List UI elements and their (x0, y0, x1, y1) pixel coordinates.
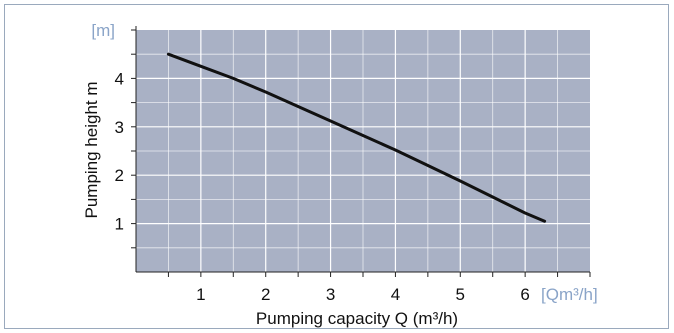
x-unit-label: [Qm³/h] (541, 285, 598, 304)
y-tick-label: 2 (115, 166, 124, 185)
y-axis-title: Pumping height m (82, 81, 101, 218)
x-tick-label: 2 (261, 285, 270, 304)
y-tick-label: 4 (115, 69, 124, 88)
y-tick-label: 1 (115, 215, 124, 234)
x-tick-label: 4 (391, 285, 400, 304)
x-tick-label: 5 (456, 285, 465, 304)
pump-curve-line (166, 52, 547, 223)
x-axis-title: Pumping capacity Q (m³/h) (256, 309, 458, 328)
x-tick-label: 3 (326, 285, 335, 304)
x-tick-label: 6 (520, 285, 529, 304)
x-tick-label: 1 (196, 285, 205, 304)
y-unit-label: [m] (91, 21, 115, 40)
y-tick-label: 3 (115, 118, 124, 137)
